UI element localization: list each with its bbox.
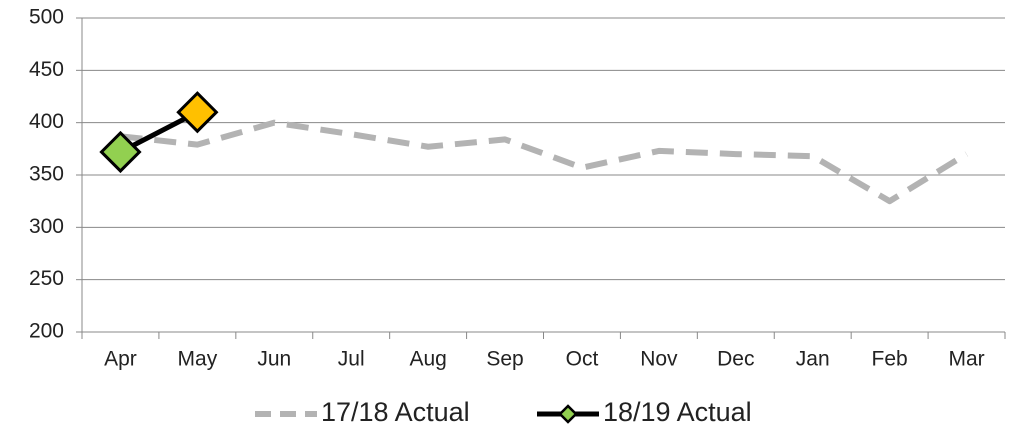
x-tick-label: Nov (640, 348, 678, 371)
data-point (99, 130, 142, 174)
x-tick-label: Dec (717, 348, 754, 371)
legend-label: 18/19 Actual (603, 397, 752, 427)
data-point (176, 91, 219, 134)
series-line (120, 119, 969, 205)
x-tick-label: Apr (104, 348, 137, 371)
y-tick-label: 500 (29, 6, 64, 29)
legend-label: 17/18 Actual (321, 397, 470, 427)
y-tick-label: 250 (29, 267, 64, 290)
y-tick-label: 350 (29, 163, 64, 186)
x-tick-label: Aug (409, 348, 446, 371)
legend: 17/18 Actual 18/19 Actual (255, 397, 752, 427)
x-tick-label: Jul (338, 348, 365, 371)
x-tick-label: Mar (948, 348, 984, 371)
y-tick-label: 300 (29, 215, 64, 238)
x-tick-label: Feb (872, 348, 908, 371)
legend-marker (558, 404, 578, 424)
x-tick-label: Oct (566, 348, 599, 371)
y-tick-label: 400 (29, 110, 64, 133)
y-tick-label: 200 (29, 320, 64, 343)
x-tick-label: Jan (796, 348, 830, 371)
x-tick-label: May (178, 348, 218, 371)
y-tick-label: 450 (29, 58, 64, 81)
x-tick-label: Jun (257, 348, 291, 371)
x-tick-label: Sep (486, 348, 523, 371)
